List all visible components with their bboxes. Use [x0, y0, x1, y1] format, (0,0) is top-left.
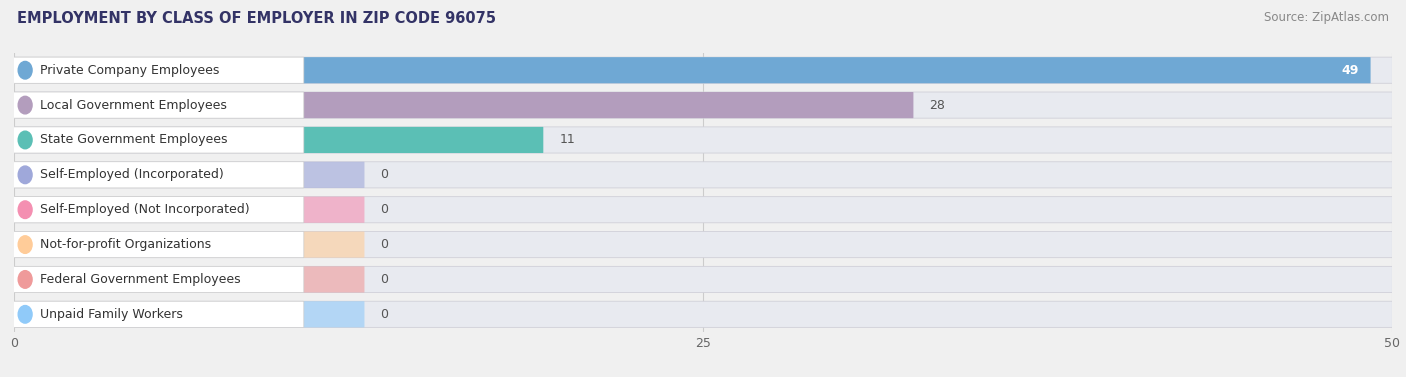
Circle shape — [18, 131, 32, 149]
FancyBboxPatch shape — [14, 92, 1392, 118]
Text: Private Company Employees: Private Company Employees — [41, 64, 219, 77]
Circle shape — [18, 236, 32, 253]
Circle shape — [18, 201, 32, 219]
FancyBboxPatch shape — [14, 162, 1392, 188]
FancyBboxPatch shape — [14, 162, 304, 188]
Text: Local Government Employees: Local Government Employees — [41, 99, 228, 112]
FancyBboxPatch shape — [304, 267, 364, 293]
FancyBboxPatch shape — [14, 57, 1392, 83]
Text: 0: 0 — [381, 273, 388, 286]
Circle shape — [18, 96, 32, 114]
Circle shape — [18, 305, 32, 323]
FancyBboxPatch shape — [14, 127, 304, 153]
FancyBboxPatch shape — [14, 57, 304, 83]
FancyBboxPatch shape — [304, 231, 364, 257]
FancyBboxPatch shape — [14, 231, 304, 257]
FancyBboxPatch shape — [304, 127, 543, 153]
FancyBboxPatch shape — [304, 57, 1371, 83]
Circle shape — [18, 61, 32, 79]
FancyBboxPatch shape — [304, 92, 914, 118]
FancyBboxPatch shape — [304, 162, 364, 188]
Text: 11: 11 — [560, 133, 575, 146]
Text: Federal Government Employees: Federal Government Employees — [41, 273, 240, 286]
Text: 28: 28 — [929, 99, 945, 112]
Text: 0: 0 — [381, 203, 388, 216]
Text: Not-for-profit Organizations: Not-for-profit Organizations — [41, 238, 211, 251]
Text: Unpaid Family Workers: Unpaid Family Workers — [41, 308, 183, 321]
Text: EMPLOYMENT BY CLASS OF EMPLOYER IN ZIP CODE 96075: EMPLOYMENT BY CLASS OF EMPLOYER IN ZIP C… — [17, 11, 496, 26]
FancyBboxPatch shape — [14, 267, 304, 293]
FancyBboxPatch shape — [14, 301, 304, 327]
FancyBboxPatch shape — [14, 231, 1392, 257]
Text: 49: 49 — [1341, 64, 1360, 77]
Text: State Government Employees: State Government Employees — [41, 133, 228, 146]
Text: Self-Employed (Incorporated): Self-Employed (Incorporated) — [41, 169, 224, 181]
FancyBboxPatch shape — [304, 301, 364, 327]
FancyBboxPatch shape — [14, 127, 1392, 153]
Text: 0: 0 — [381, 308, 388, 321]
Text: Source: ZipAtlas.com: Source: ZipAtlas.com — [1264, 11, 1389, 24]
Text: Self-Employed (Not Incorporated): Self-Employed (Not Incorporated) — [41, 203, 250, 216]
FancyBboxPatch shape — [14, 267, 1392, 293]
FancyBboxPatch shape — [14, 197, 304, 223]
FancyBboxPatch shape — [14, 197, 1392, 223]
Text: 0: 0 — [381, 169, 388, 181]
Circle shape — [18, 271, 32, 288]
FancyBboxPatch shape — [304, 197, 364, 223]
Circle shape — [18, 166, 32, 184]
FancyBboxPatch shape — [14, 301, 1392, 327]
FancyBboxPatch shape — [14, 92, 304, 118]
Text: 0: 0 — [381, 238, 388, 251]
